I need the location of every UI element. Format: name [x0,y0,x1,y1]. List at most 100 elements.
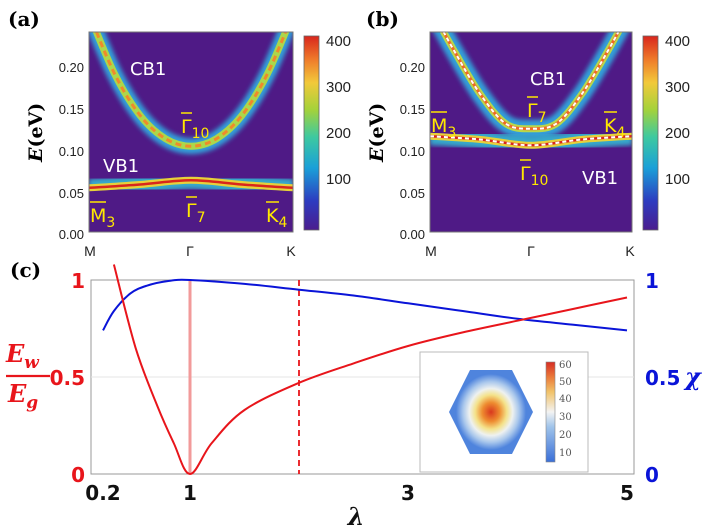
panel-c-xticks: 0.2 1 3 5 [85,481,634,505]
panel-a-label-vb1: VB1 [103,156,139,177]
panel-a-plot [89,32,293,232]
panel-b-label-gamma7: Γ7 [527,100,547,126]
panel-c-left-tick: 1 [71,269,85,293]
panel-a-colorbar-tick: 200 [326,125,351,142]
panel-a-vb1-band [89,179,293,190]
panel-a-tag: (a) [8,7,40,31]
panel-b-colorbar-tick: 100 [665,171,690,188]
panel-b-colorbar-ticks: 400 300 200 100 [665,33,690,188]
panel-b-ytick: 0.05 [400,186,425,201]
panel-b-colorbar-tick: 300 [665,79,690,96]
panel-c-xtick: 5 [620,481,634,505]
panel-a-ylabel: E(eV) [25,103,47,163]
panel-a-label-gamma7: Γ7 [186,200,206,226]
panel-c-xtick: 1 [183,481,197,505]
panel-c-right-tick: 1 [645,269,659,293]
panel-a-xticks: M Γ K [84,243,296,259]
panel-a-cb1-band [94,32,288,148]
panel-b-k4-sub: 4 [616,125,625,141]
panel-a-xtick-k: K [286,243,296,259]
panel-b-ylabel: E(eV) [366,103,388,163]
panel-a-yticks: 0.00 0.05 0.10 0.15 0.20 [59,60,84,242]
panel-b-colorbar-tick: 400 [665,33,690,50]
panel-a-xtick-m: M [84,243,96,259]
panel-c-xtick: 3 [401,481,415,505]
panel-b-tag: (b) [366,7,399,31]
panel-c-xlabel: λ [347,502,365,530]
panel-a-gamma10-sub: 10 [192,126,210,142]
panel-c-right-ticks: 1 0.5 0 [645,269,680,487]
inset-colorbar-tick: 40 [559,394,572,405]
inset-colorbar-ticks: 60 50 40 30 20 10 [559,360,572,459]
panel-c-right-tick: 0.5 [645,366,680,390]
panel-b-ytick: 0.20 [400,60,425,75]
panel-a-colorbar-tick: 400 [326,33,351,50]
panel-c-ew-symbol: E [5,339,25,368]
panel-b-label-k4: K4 [604,115,625,141]
inset-colorbar-tick: 10 [559,448,572,459]
panel-c-tag: (c) [10,258,41,282]
panel-b-k4-symbol: K [604,115,617,137]
panel-c-eg-symbol: E [7,379,27,408]
panel-b-m3-symbol: M [431,115,447,137]
panel-b-label-gamma10: Γ10 [520,163,548,189]
panel-b-colorbar [642,35,659,231]
panel-a-k4-sub: 4 [278,215,287,231]
panel-a-label-cb1: CB1 [130,59,166,80]
panel-c-ew-eg-curve [112,264,628,476]
panel-a-k4-symbol: K [266,205,279,227]
panel-a-colorbar [303,35,320,231]
panel-a-gamma7-symbol: Γ [186,200,197,222]
panel-c-ew-sub: w [24,353,40,373]
panel-a-ytick: 0.10 [59,144,84,159]
panel-b-m3-sub: 3 [447,125,456,141]
panel-b-gamma7-symbol: Γ [527,100,538,122]
panel-b-bands [430,32,632,155]
panel-b-label-m3: M3 [431,115,456,141]
panel-a-label-k4: K4 [266,205,287,231]
panel-a-m3-sub: 3 [106,215,115,231]
panel-b-ylabel-unit: (eV) [366,103,388,148]
panel-b-colorbar-tick: 200 [665,125,690,142]
panel-b-gamma7-sub: 7 [538,110,547,126]
inset-density-blob [456,374,526,450]
panel-a-bands [89,32,293,197]
panel-b-xtick-k: K [625,243,635,259]
panel-a-ytick: 0.05 [59,186,84,201]
panel-a-gamma7-sub: 7 [197,210,206,226]
panel-b-label-vb1: VB1 [582,168,618,189]
panel-b-ylabel-e: E [366,147,388,163]
panel-c-left-tick: 0.5 [50,366,85,390]
panel-c-right-label: χ [683,362,702,391]
inset-colorbar-tick: 20 [559,430,572,441]
panel-a-frame [88,31,294,233]
panel-b-label-cb1: CB1 [530,69,566,90]
panel-c-left-tick: 0 [71,463,85,487]
panel-a-ytick: 0.20 [59,60,84,75]
panel-b-xtick-gamma: Γ [527,243,535,259]
panel-b-gamma10-symbol: Γ [520,163,531,185]
panel-b-upper-band [441,32,621,131]
panel-b-xticks: M Γ K [425,243,635,259]
panel-c-left-label: Ew Eg [5,339,50,413]
panel-b-ytick: 0.00 [400,227,425,242]
panel-b-gamma10-sub: 10 [531,173,549,189]
panel-b-ytick: 0.15 [400,102,425,117]
panel-a-ylabel-unit: (eV) [25,103,47,148]
inset-colorbar [545,361,556,463]
panel-a-gamma10-symbol: Γ [181,116,192,138]
panel-c-left-ticks: 1 0.5 0 [50,269,85,487]
panel-a-colorbar-tick: 100 [326,171,351,188]
panel-a-colorbar-ticks: 400 300 200 100 [326,33,351,188]
panel-a-m3-symbol: M [90,205,106,227]
panel-c-left-label-numerator: Ew [5,339,40,373]
panel-c-right-tick: 0 [645,463,659,487]
panel-a-label-m3: M3 [90,205,115,231]
panel-b-frame [429,31,633,233]
panel-c-chi-curve [102,278,628,332]
inset-colorbar-tick: 60 [559,360,572,371]
panel-a-ylabel-e: E [25,147,47,163]
panel-a-ytick: 0.00 [59,227,84,242]
panel-a-labels: CB1 VB1 Γ10 Γ7 M3 K4 [90,59,287,231]
